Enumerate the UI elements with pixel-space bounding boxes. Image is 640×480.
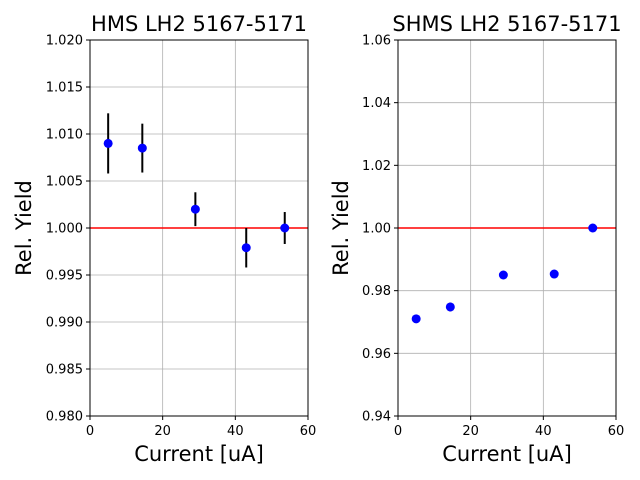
shms-data-point [549, 269, 559, 279]
hms-data-point [190, 204, 200, 214]
hms-y-ticks: 0.980 0.985 0.990 0.995 1.000 1.005 1.010 1.015… [46, 34, 90, 425]
hms-y-tick-label: 1.000 [46, 222, 83, 237]
hms-y-tick-label: 0.990 [46, 316, 83, 331]
hms-y-tick-label: 0.985 [46, 363, 83, 378]
hms-x-tick-label: 0 [86, 424, 94, 439]
hms-y-tick-label: 1.020 [46, 34, 83, 49]
hms-title: HMS LH2 5167-5171 [91, 12, 307, 36]
hms-y-tick-label: 1.005 [46, 175, 83, 190]
shms-title: SHMS LH2 5167-5171 [392, 12, 621, 36]
shms-y-tick-label: 1.02 [362, 159, 391, 174]
hms-x-axis-label: Current [uA] [134, 442, 264, 466]
hms-points [103, 138, 290, 253]
hms-data-point [137, 143, 147, 153]
shms-x-tick-label: 40 [535, 424, 552, 439]
hms-data-point [103, 138, 113, 148]
hms-y-tick-label: 1.015 [46, 81, 83, 96]
shms-y-axis-label: Rel. Yield [329, 180, 353, 276]
shms-x-tick-label: 20 [462, 424, 479, 439]
hms-data-point [241, 243, 251, 253]
hms-x-ticks: 0 20 40 60 [86, 416, 316, 439]
shms-x-ticks: 0 20 40 60 [394, 416, 624, 439]
shms-y-tick-label: 0.98 [362, 284, 391, 299]
shms-data-point [498, 270, 508, 280]
shms-data-point [588, 223, 598, 233]
shms-x-tick-label: 60 [608, 424, 625, 439]
hms-errorbars [107, 113, 286, 268]
shms-y-ticks: 0.94 0.96 0.98 1.00 1.02 1.04 1.06 [362, 34, 398, 425]
hms-x-tick-label: 20 [154, 424, 171, 439]
shms-panel: SHMS LH2 5167-5171 0 20 40 60 0.94 0.96 0.98 1… [329, 12, 624, 466]
shms-x-tick-label: 0 [394, 424, 402, 439]
shms-y-tick-label: 0.94 [362, 410, 391, 425]
shms-data-point [411, 314, 421, 324]
shms-data-point [445, 302, 455, 312]
shms-y-tick-label: 1.00 [362, 222, 391, 237]
hms-y-tick-label: 0.980 [46, 410, 83, 425]
hms-x-tick-label: 40 [227, 424, 244, 439]
shms-y-tick-label: 1.04 [362, 96, 391, 111]
hms-panel: HMS LH2 5167-5171 0 20 40 60 0.980 0.985 0.99… [12, 12, 316, 466]
shms-y-tick-label: 1.06 [362, 34, 391, 49]
hms-y-axis-label: Rel. Yield [12, 180, 36, 276]
shms-x-axis-label: Current [uA] [442, 442, 572, 466]
shms-y-tick-label: 0.96 [362, 347, 391, 362]
hms-y-tick-label: 0.995 [46, 269, 83, 284]
hms-x-tick-label: 60 [300, 424, 317, 439]
hms-data-point [280, 223, 290, 233]
hms-y-tick-label: 1.010 [46, 128, 83, 143]
shms-points [411, 223, 598, 324]
